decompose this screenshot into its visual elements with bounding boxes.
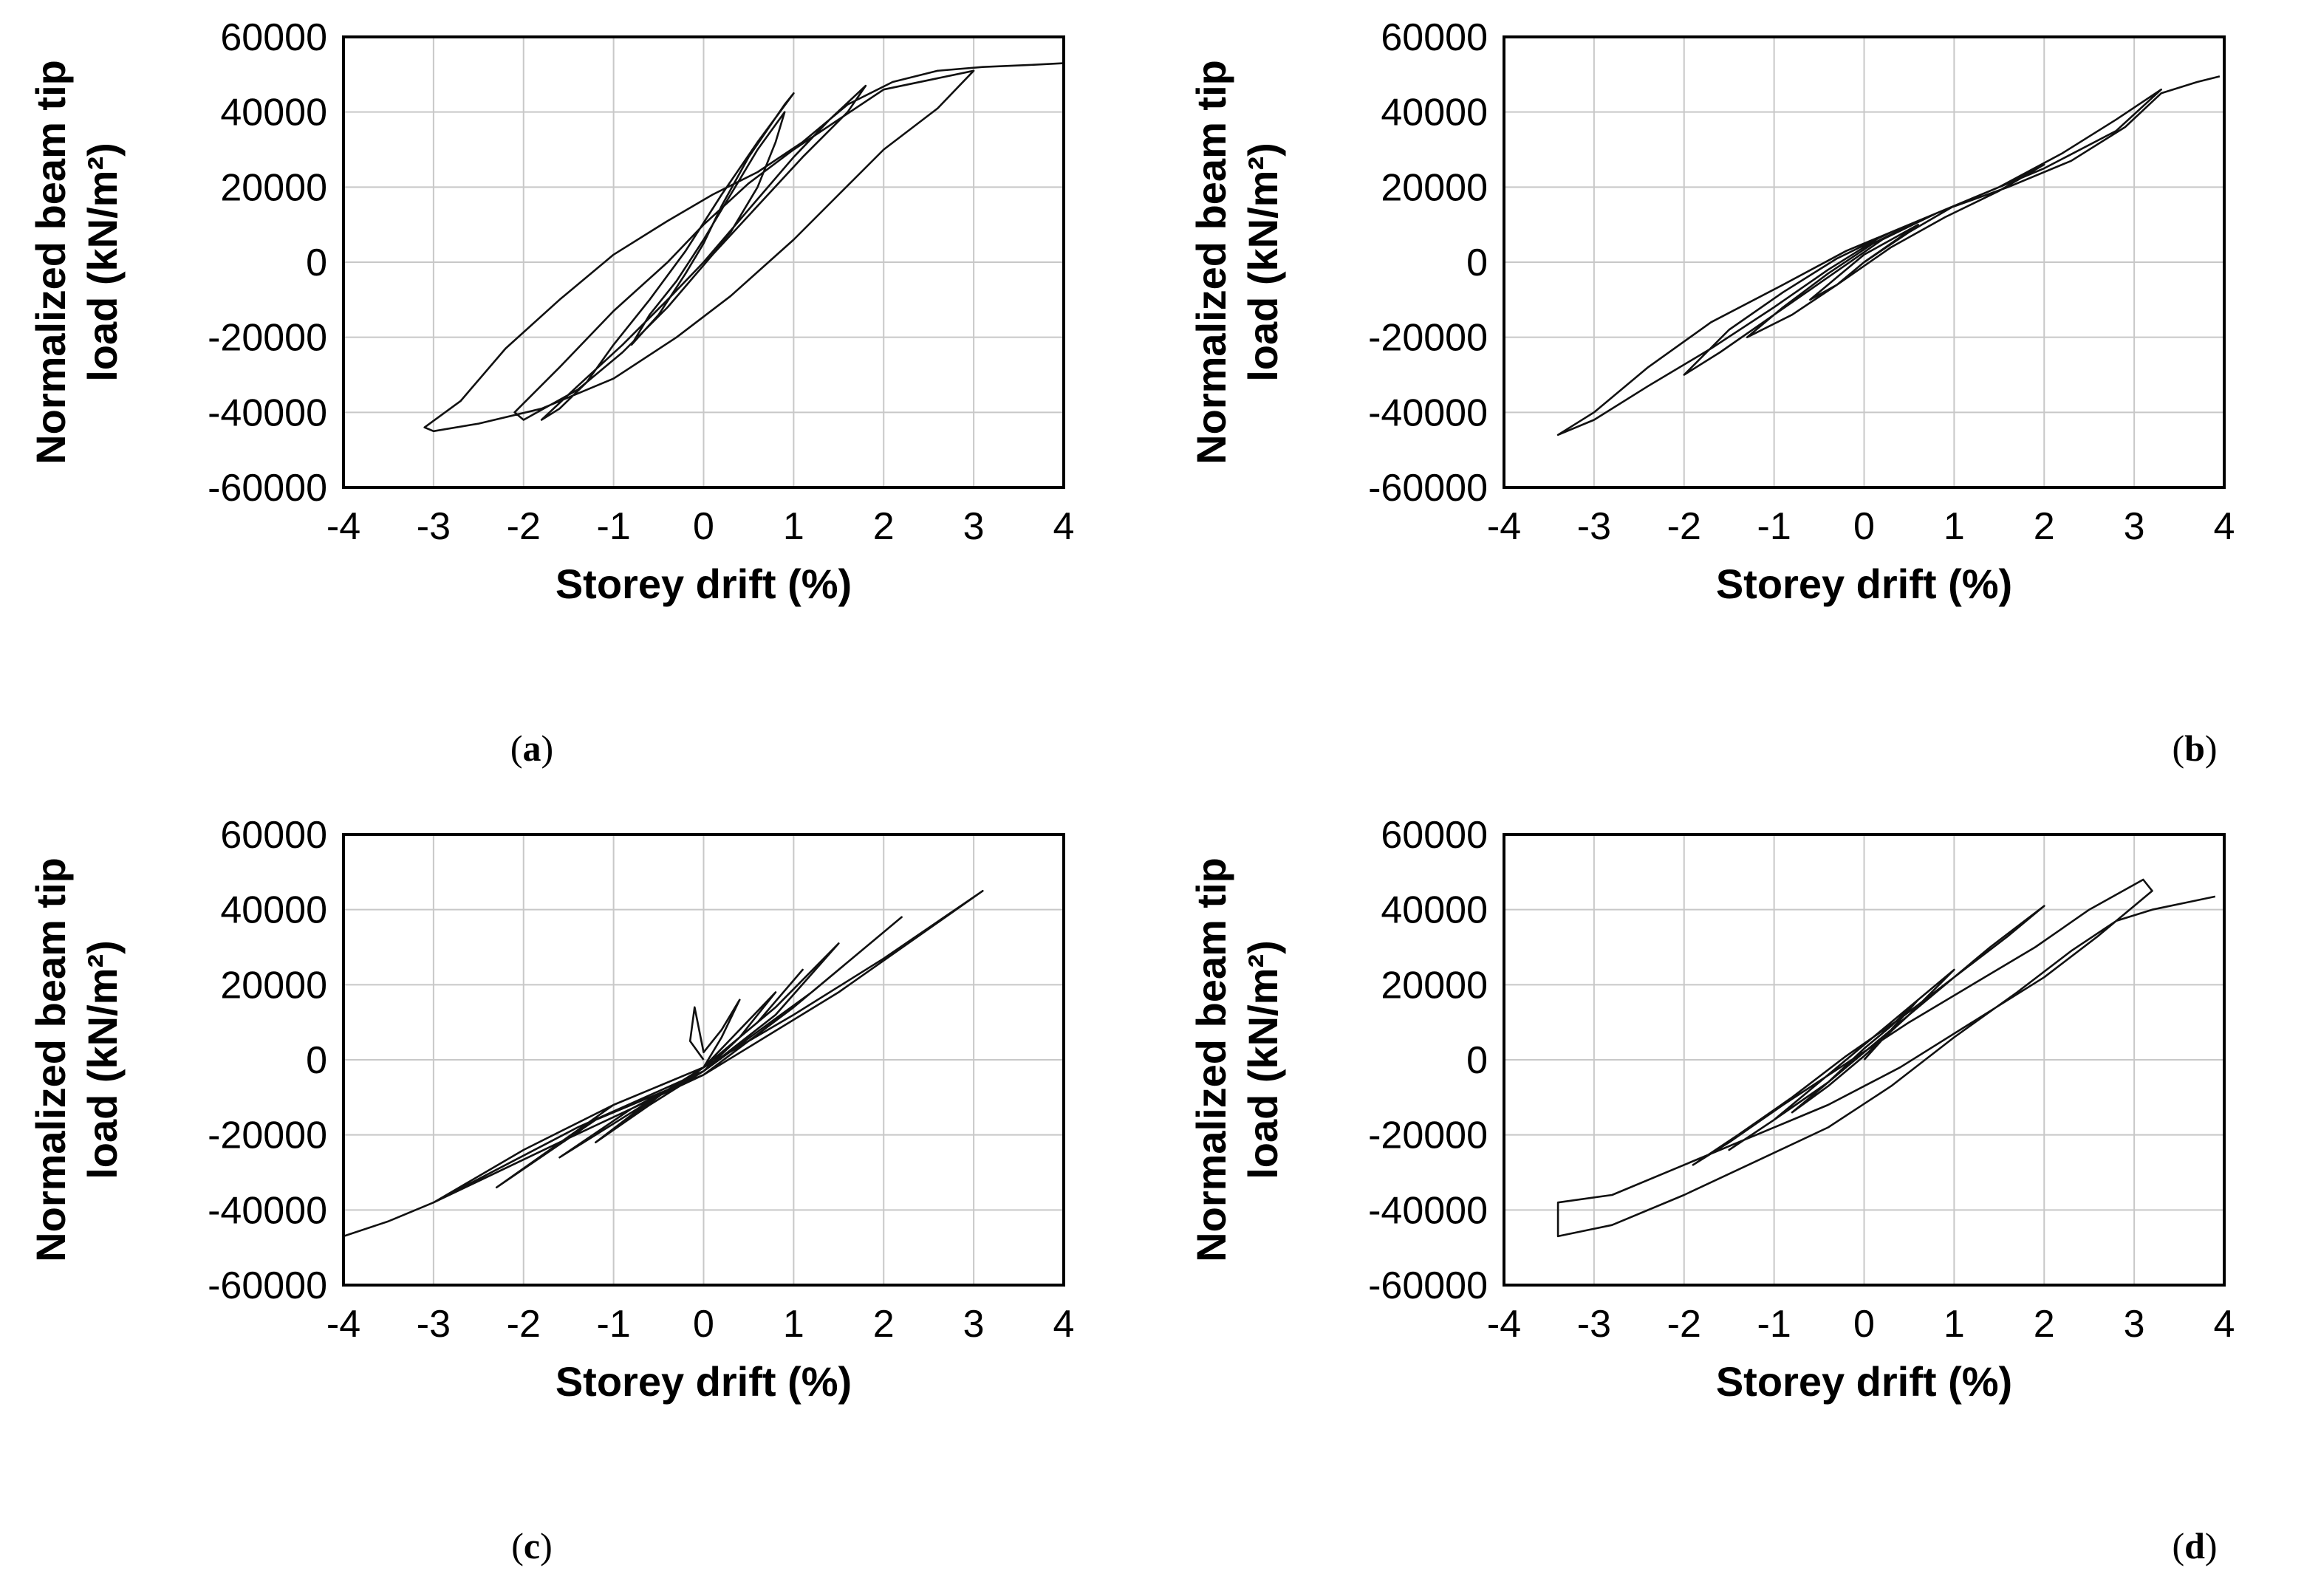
x-tick-label: 4: [1053, 505, 1075, 548]
x-tick-label: 2: [2034, 505, 2055, 548]
y-tick-label: -60000: [208, 1264, 327, 1307]
y-axis-title-line2: load (kN/m²): [1240, 143, 1286, 382]
y-tick-label: -40000: [1368, 391, 1488, 434]
y-tick-label: 40000: [220, 889, 327, 932]
chart-panel-b: 60000 40000 20000 0 -20000 -40000 -60000 -4 -3 -2…: [1160, 0, 2321, 798]
x-axis-title: Storey drift (%): [1716, 561, 2012, 607]
y-tick-label: -20000: [208, 1114, 327, 1157]
y-tick-label: -20000: [1368, 317, 1488, 360]
y-axis-title-line2: load (kN/m²): [79, 143, 126, 382]
x-tick-label: 4: [2214, 505, 2235, 548]
x-tick-label: 4: [2214, 1303, 2235, 1346]
x-tick-label: 2: [2034, 1303, 2055, 1346]
y-tick-label: 0: [306, 242, 327, 284]
series-line-c-0: [343, 890, 984, 1238]
y-axis-title-line1: Normalized beam tip: [27, 857, 74, 1262]
y-tick-label: 20000: [220, 166, 327, 209]
panel-caption: (b): [2172, 727, 2217, 769]
y-tick-label: 20000: [220, 964, 327, 1007]
chart-svg-d: 60000 40000 20000 0 -20000 -40000 -60000-4 -3 -2…: [1188, 814, 2235, 1566]
x-axis-title: Storey drift (%): [1716, 1358, 2012, 1405]
x-tick-label: -1: [597, 505, 631, 548]
y-tick-label: 20000: [1381, 964, 1488, 1007]
x-tick-label: 1: [783, 505, 804, 548]
x-tick-label: 0: [1853, 1303, 1875, 1346]
chart-panel-d: 60000 40000 20000 0 -20000 -40000 -60000 -4 -3 -2…: [1160, 798, 2321, 1595]
y-tick-label: 40000: [1381, 92, 1488, 134]
y-tick-label: -40000: [208, 391, 327, 434]
panel-caption: (d): [2172, 1525, 2217, 1566]
x-tick-label: 0: [693, 1303, 714, 1346]
y-tick-label: 0: [306, 1039, 327, 1082]
x-axis-title: Storey drift (%): [556, 1358, 852, 1405]
chart-panel-a: 60000 40000 20000 0 -20000 -40000 -60000 -4 -3 -2…: [0, 0, 1160, 798]
x-tick-label: 0: [693, 505, 714, 548]
y-tick-label: -40000: [208, 1189, 327, 1232]
x-tick-label: -4: [1487, 1303, 1521, 1346]
y-tick-label: 60000: [1381, 16, 1488, 59]
x-tick-label: -1: [1757, 505, 1791, 548]
x-tick-label: 3: [2124, 1303, 2145, 1346]
series-line-b-0: [1556, 75, 2221, 436]
x-tick-label: -2: [507, 1303, 541, 1346]
chart-svg-b: 60000 40000 20000 0 -20000 -40000 -60000-4 -3 -2…: [1188, 16, 2235, 769]
y-axis-title-line2: load (kN/m²): [1240, 940, 1286, 1179]
x-tick-label: 3: [963, 1303, 985, 1346]
y-axis-title-line1: Normalized beam tip: [27, 60, 74, 465]
y-tick-label: -60000: [208, 467, 327, 510]
x-tick-label: -4: [327, 1303, 360, 1346]
y-axis-title-line1: Normalized beam tip: [1188, 857, 1234, 1262]
y-tick-label: -20000: [208, 317, 327, 360]
y-tick-label: 20000: [1381, 166, 1488, 209]
x-tick-label: -1: [1757, 1303, 1791, 1346]
chart-svg-a: 60000 40000 20000 0 -20000 -40000 -60000-4 -3 -2…: [27, 16, 1075, 769]
x-tick-label: 2: [873, 1303, 895, 1346]
y-tick-label: 0: [1466, 242, 1488, 284]
plot-frame: [342, 833, 1065, 1287]
x-tick-label: 1: [1944, 1303, 1965, 1346]
series-line-a-0: [423, 62, 1064, 433]
series-line-d-0: [1556, 878, 2216, 1238]
y-axis-title-line2: load (kN/m²): [79, 940, 126, 1179]
x-tick-label: -4: [327, 505, 360, 548]
panel-caption: (a): [510, 727, 553, 769]
y-tick-label: 0: [1466, 1039, 1488, 1082]
x-tick-label: -1: [597, 1303, 631, 1346]
x-axis-title: Storey drift (%): [556, 561, 852, 607]
plot-frame: [1503, 833, 2226, 1287]
plot-frame: [1503, 35, 2226, 489]
x-tick-label: -3: [417, 1303, 451, 1346]
y-tick-label: 60000: [1381, 814, 1488, 857]
x-tick-label: -2: [507, 505, 541, 548]
x-tick-label: -3: [417, 505, 451, 548]
chart-panel-c: 60000 40000 20000 0 -20000 -40000 -60000 -4 -3 -2…: [0, 798, 1160, 1595]
y-tick-label: 40000: [1381, 889, 1488, 932]
plot-frame: [342, 35, 1065, 489]
x-tick-label: 0: [1853, 505, 1875, 548]
y-tick-label: 60000: [220, 814, 327, 857]
y-tick-label: -20000: [1368, 1114, 1488, 1157]
x-tick-label: 1: [783, 1303, 804, 1346]
x-tick-label: 3: [963, 505, 985, 548]
panel-caption: (c): [511, 1525, 553, 1566]
chart-svg-c: 60000 40000 20000 0 -20000 -40000 -60000-4 -3 -2…: [27, 814, 1075, 1566]
x-tick-label: 2: [873, 505, 895, 548]
x-tick-label: 3: [2124, 505, 2145, 548]
y-axis-title-line1: Normalized beam tip: [1188, 60, 1234, 465]
y-tick-label: -60000: [1368, 1264, 1488, 1307]
y-tick-label: 40000: [220, 92, 327, 134]
x-tick-label: 4: [1053, 1303, 1075, 1346]
y-tick-label: -60000: [1368, 467, 1488, 510]
x-tick-label: -3: [1577, 505, 1611, 548]
x-tick-label: -4: [1487, 505, 1521, 548]
x-tick-label: -3: [1577, 1303, 1611, 1346]
y-tick-label: 60000: [220, 16, 327, 59]
x-tick-label: -2: [1667, 505, 1701, 548]
x-tick-label: 1: [1944, 505, 1965, 548]
y-tick-label: -40000: [1368, 1189, 1488, 1232]
x-tick-label: -2: [1667, 1303, 1701, 1346]
